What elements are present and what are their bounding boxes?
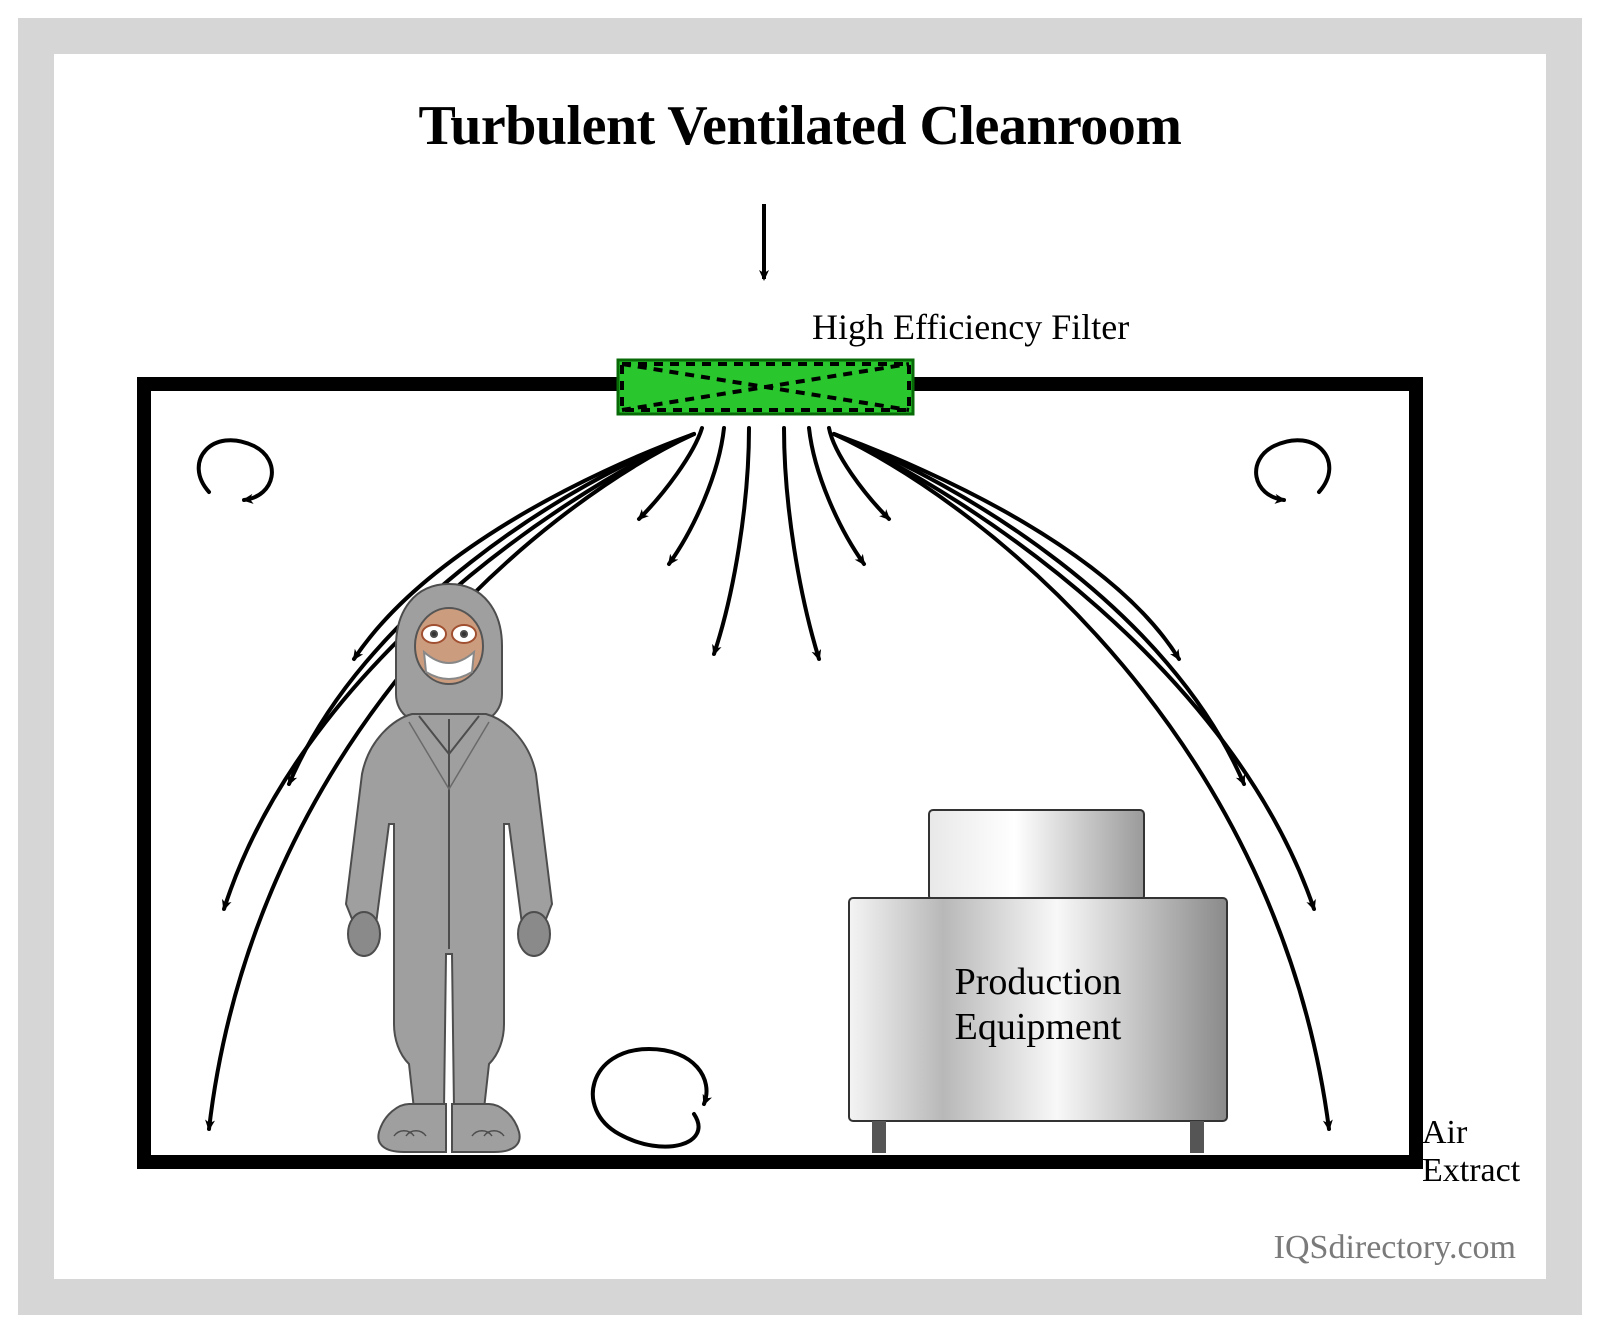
hepa-filter <box>618 360 913 414</box>
cleanroom-diagram: Production Equipment <box>54 54 1546 1279</box>
outer-frame: Turbulent Ventilated Cleanroom <box>18 18 1582 1315</box>
production-equipment: Production Equipment <box>849 810 1227 1153</box>
equipment-label-1: Production <box>955 961 1122 1003</box>
equipment-label-2: Equipment <box>955 1006 1122 1048</box>
attribution: IQSdirectory.com <box>1274 1229 1516 1267</box>
filter-label: High Efficiency Filter <box>812 306 1129 348</box>
cleanroom-worker <box>346 584 552 1152</box>
diagram-canvas: Turbulent Ventilated Cleanroom <box>54 54 1546 1279</box>
air-extract-label: Air Extract <box>1422 1114 1546 1190</box>
